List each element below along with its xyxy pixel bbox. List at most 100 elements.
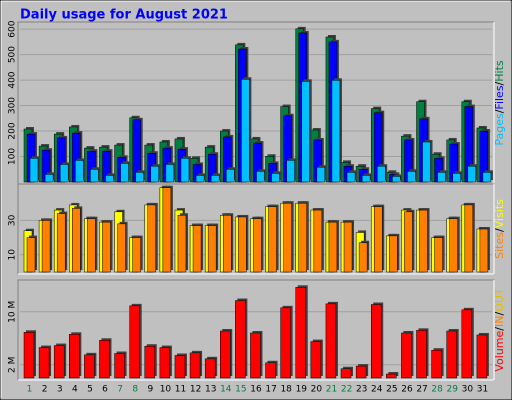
bar: [204, 358, 216, 379]
bar: [268, 206, 277, 273]
bar: [114, 353, 125, 379]
legend-entry: Pages: [493, 113, 506, 146]
x-tick-label: 24: [371, 385, 383, 395]
x-tick-label: 16: [250, 385, 262, 395]
bar: [452, 173, 461, 183]
x-tick-label: 8: [132, 385, 138, 395]
bar: [75, 160, 84, 183]
bar: [404, 211, 413, 273]
bar: [437, 172, 446, 183]
legend-entry: IN: [493, 316, 506, 327]
bar: [87, 218, 96, 273]
x-tick-label: 20: [311, 385, 323, 395]
bar: [180, 158, 190, 183]
x-tick-label: 30: [462, 385, 474, 395]
legend-entry: OUT: [493, 288, 506, 312]
legend: Volume/IN/OUT: [493, 288, 506, 372]
y-tick-label: 30: [8, 214, 18, 226]
x-tick-label: 26: [401, 385, 413, 395]
bar: [386, 373, 397, 379]
bar: [69, 334, 80, 379]
bar: [235, 300, 246, 379]
x-tick-label: 9: [147, 385, 153, 395]
bar: [256, 171, 265, 183]
bar: [56, 213, 66, 273]
bar: [467, 165, 477, 183]
bar: [265, 362, 276, 379]
x-tick-label: 28: [431, 385, 443, 395]
bar: [283, 202, 292, 273]
x-tick-label: 29: [447, 385, 459, 395]
bar: [174, 355, 186, 379]
bar: [90, 169, 99, 183]
bar: [298, 202, 307, 273]
bar: [325, 303, 337, 379]
x-tick-label: 27: [416, 385, 427, 395]
bar: [313, 209, 323, 273]
bar: [373, 206, 383, 273]
bar: [422, 141, 431, 183]
bar: [147, 204, 157, 273]
x-tick-label: 21: [326, 385, 337, 395]
x-tick-label: 31: [477, 385, 488, 395]
bar: [105, 175, 114, 183]
bar: [271, 173, 280, 183]
bar: [434, 237, 443, 273]
legend-separator: /: [493, 327, 506, 331]
bar: [355, 365, 367, 379]
chart-title: Daily usage for August 2021: [20, 8, 228, 23]
bar: [301, 81, 310, 183]
y-tick-label: 600: [7, 20, 17, 37]
x-tick-label: 3: [57, 385, 63, 395]
y-tick-label: 400: [8, 71, 18, 88]
x-tick-label: 1: [27, 385, 33, 395]
bar: [38, 347, 50, 379]
bar: [389, 235, 398, 273]
bar: [250, 332, 261, 379]
bar: [72, 208, 81, 273]
bar: [26, 237, 36, 273]
y-tick-label: 300: [8, 97, 18, 114]
x-tick-label: 19: [296, 385, 308, 395]
bar: [189, 352, 201, 379]
bar: [129, 305, 140, 379]
bar: [479, 228, 489, 273]
bar: [392, 176, 401, 183]
bar: [59, 164, 69, 183]
legend: Sites/Visits: [493, 199, 506, 259]
bar: [53, 345, 65, 379]
legend-separator: /: [493, 228, 506, 232]
legend-entry: Visits: [493, 199, 506, 228]
x-tick-label: 11: [175, 385, 186, 395]
bar: [159, 347, 171, 379]
x-tick-label: 4: [72, 385, 78, 395]
bar: [446, 330, 457, 379]
bar: [340, 368, 352, 379]
y-tick-label: 10 M: [8, 301, 18, 323]
legend-entry: Volume: [493, 330, 506, 371]
bar: [331, 80, 341, 183]
bar: [220, 330, 231, 379]
bar: [358, 242, 368, 273]
legend-separator: /: [493, 109, 506, 113]
bar: [195, 175, 205, 183]
legend-entry: Sites: [493, 232, 506, 259]
y-tick-label: 10: [8, 249, 18, 261]
bar: [376, 165, 386, 183]
bar: [407, 171, 416, 183]
bar: [162, 187, 172, 273]
bar: [401, 332, 412, 379]
bar: [226, 169, 235, 183]
x-tick-label: 6: [102, 385, 108, 395]
x-tick-label: 7: [117, 385, 123, 395]
bar: [241, 79, 250, 183]
bar: [361, 175, 371, 183]
bar: [207, 225, 217, 273]
bar: [476, 334, 488, 379]
bar: [449, 218, 458, 273]
bar: [165, 164, 175, 183]
bar: [316, 166, 326, 183]
bar: [144, 345, 156, 379]
x-tick-label: 22: [341, 385, 352, 395]
